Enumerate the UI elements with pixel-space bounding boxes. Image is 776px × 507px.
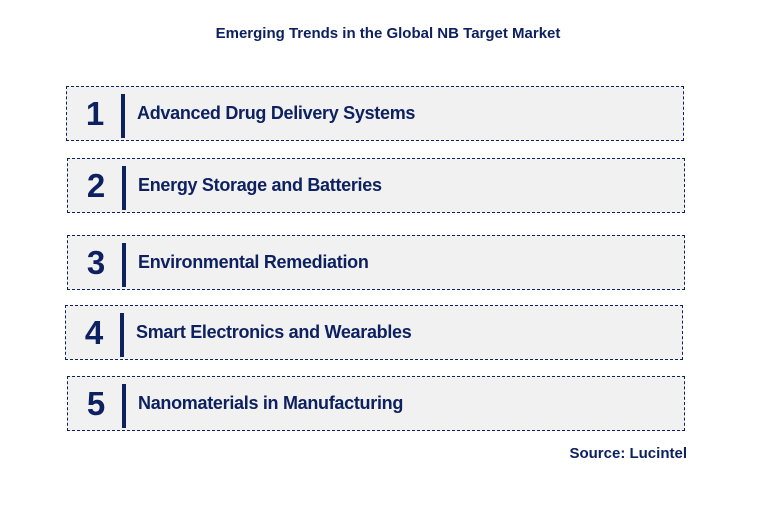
- trend-divider: [122, 384, 126, 428]
- trend-number: 3: [86, 244, 106, 281]
- trend-label: Environmental Remediation: [138, 252, 369, 272]
- trend-divider: [122, 166, 126, 210]
- trend-divider: [121, 94, 125, 138]
- trend-label: Nanomaterials in Manufacturing: [138, 393, 404, 413]
- trend-item-1: 1 Advanced Drug Delivery Systems: [66, 86, 684, 141]
- trend-item-4: 4 Smart Electronics and Wearables: [65, 305, 683, 360]
- trend-item-2: 2 Energy Storage and Batteries: [67, 158, 685, 213]
- trend-label: Advanced Drug Delivery Systems: [137, 103, 416, 123]
- trend-item-5: 5 Nanomaterials in Manufacturing: [67, 376, 685, 431]
- trend-item-3: 3 Environmental Remediation: [67, 235, 685, 290]
- diagram-title: Emerging Trends in the Global NB Target …: [215, 25, 561, 42]
- trend-number: 1: [85, 95, 105, 132]
- trend-number: 4: [84, 314, 104, 351]
- trend-divider: [122, 243, 126, 287]
- trend-number: 5: [86, 385, 106, 422]
- trend-number: 2: [86, 167, 106, 204]
- trend-label: Smart Electronics and Wearables: [136, 322, 412, 342]
- trend-divider: [120, 313, 124, 357]
- trend-label: Energy Storage and Batteries: [138, 175, 382, 195]
- source-credit: Source: Lucintel: [569, 445, 687, 462]
